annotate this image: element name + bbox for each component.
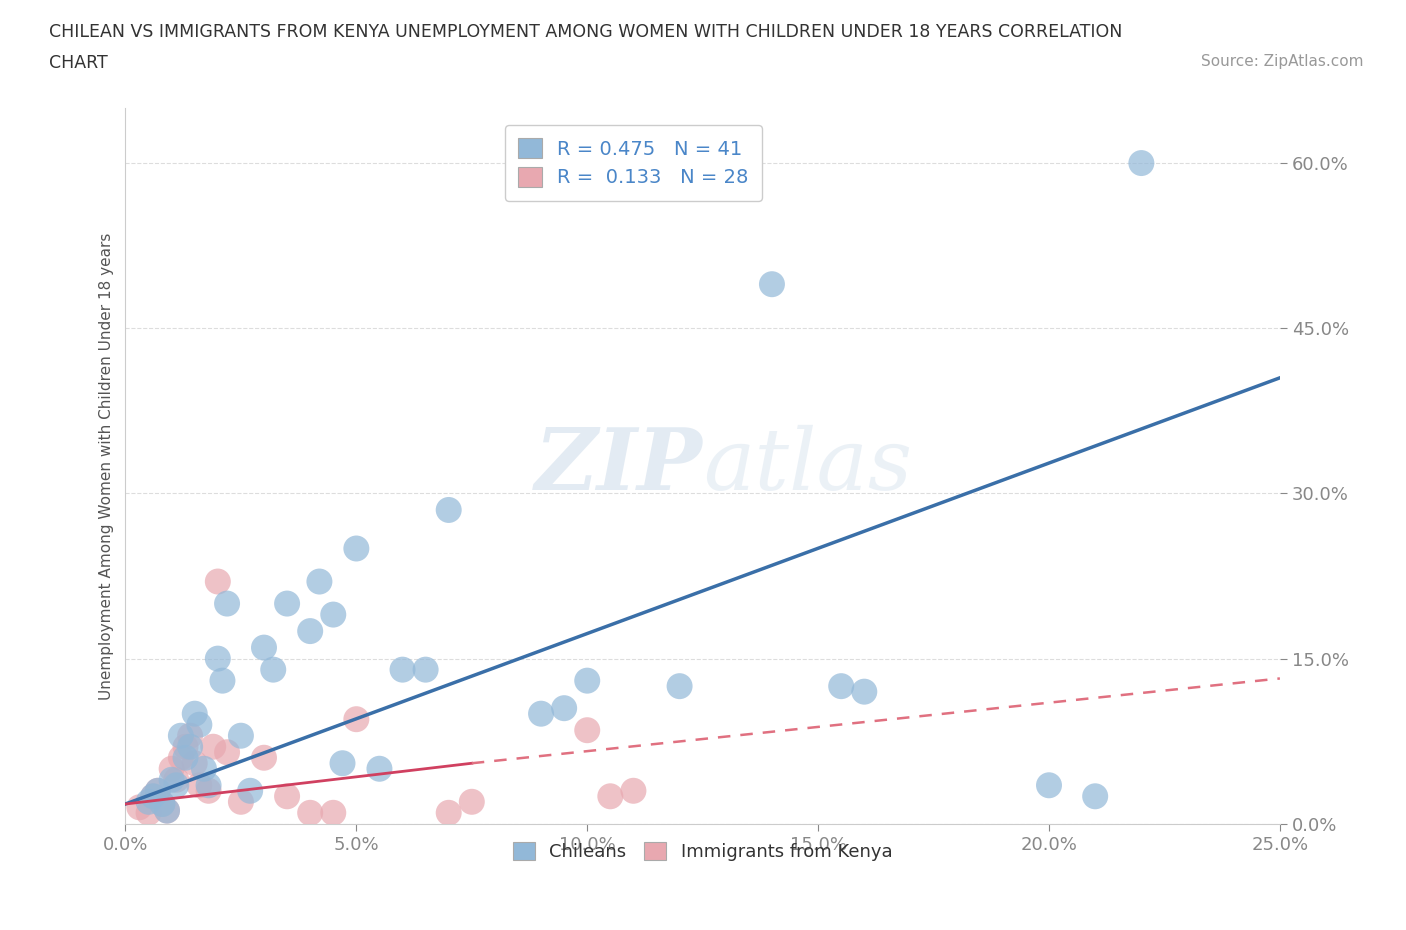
Point [207,651,229,666]
Point [156,804,179,818]
Point [830,679,852,694]
Point [146,783,169,798]
Point [215,596,238,611]
Point [197,783,219,798]
Text: atlas: atlas [703,425,912,507]
Point [184,756,207,771]
Point [253,751,276,765]
Point [202,739,225,754]
Point [576,723,599,737]
Point [165,772,187,787]
Point [142,789,165,804]
Point [239,783,262,798]
Point [152,797,174,812]
Point [853,684,876,699]
Point [229,794,252,809]
Point [197,777,219,792]
Point [193,762,215,777]
Point [1038,777,1060,792]
Point [188,777,211,792]
Text: ZIP: ZIP [534,424,703,508]
Point [152,797,174,812]
Point [229,728,252,743]
Point [668,679,690,694]
Point [188,717,211,732]
Point [437,805,460,820]
Point [1130,155,1153,170]
Point [461,794,484,809]
Text: Source: ZipAtlas.com: Source: ZipAtlas.com [1201,54,1364,69]
Point [437,502,460,517]
Point [344,541,367,556]
Point [553,700,575,715]
Point [253,640,276,655]
Point [170,751,193,765]
Point [215,745,238,760]
Point [262,662,284,677]
Point [184,706,207,721]
Point [576,673,599,688]
Text: CHART: CHART [49,54,108,72]
Point [368,762,391,777]
Text: CHILEAN VS IMMIGRANTS FROM KENYA UNEMPLOYMENT AMONG WOMEN WITH CHILDREN UNDER 18: CHILEAN VS IMMIGRANTS FROM KENYA UNEMPLO… [49,23,1122,41]
Point [142,789,165,804]
Point [128,800,150,815]
Point [391,662,413,677]
Point [308,574,330,589]
Point [138,805,160,820]
Point [1084,789,1107,804]
Point [276,596,298,611]
Legend: Chileans, Immigrants from Kenya: Chileans, Immigrants from Kenya [506,835,900,869]
Point [170,728,193,743]
Point [299,624,322,639]
Point [530,706,553,721]
Point [415,662,437,677]
Point [174,751,197,765]
Point [146,783,169,798]
Point [165,777,187,792]
Y-axis label: Unemployment Among Women with Children Under 18 years: Unemployment Among Women with Children U… [100,232,114,699]
Point [138,794,160,809]
Point [623,783,645,798]
Point [599,789,621,804]
Point [299,805,322,820]
Point [211,673,233,688]
Point [276,789,298,804]
Point [761,277,783,292]
Point [322,805,344,820]
Point [322,607,344,622]
Point [174,739,197,754]
Point [160,762,183,777]
Point [179,728,201,743]
Point [344,711,367,726]
Point [160,772,183,787]
Point [332,756,354,771]
Point [207,574,229,589]
Point [156,804,179,818]
Point [179,739,201,754]
